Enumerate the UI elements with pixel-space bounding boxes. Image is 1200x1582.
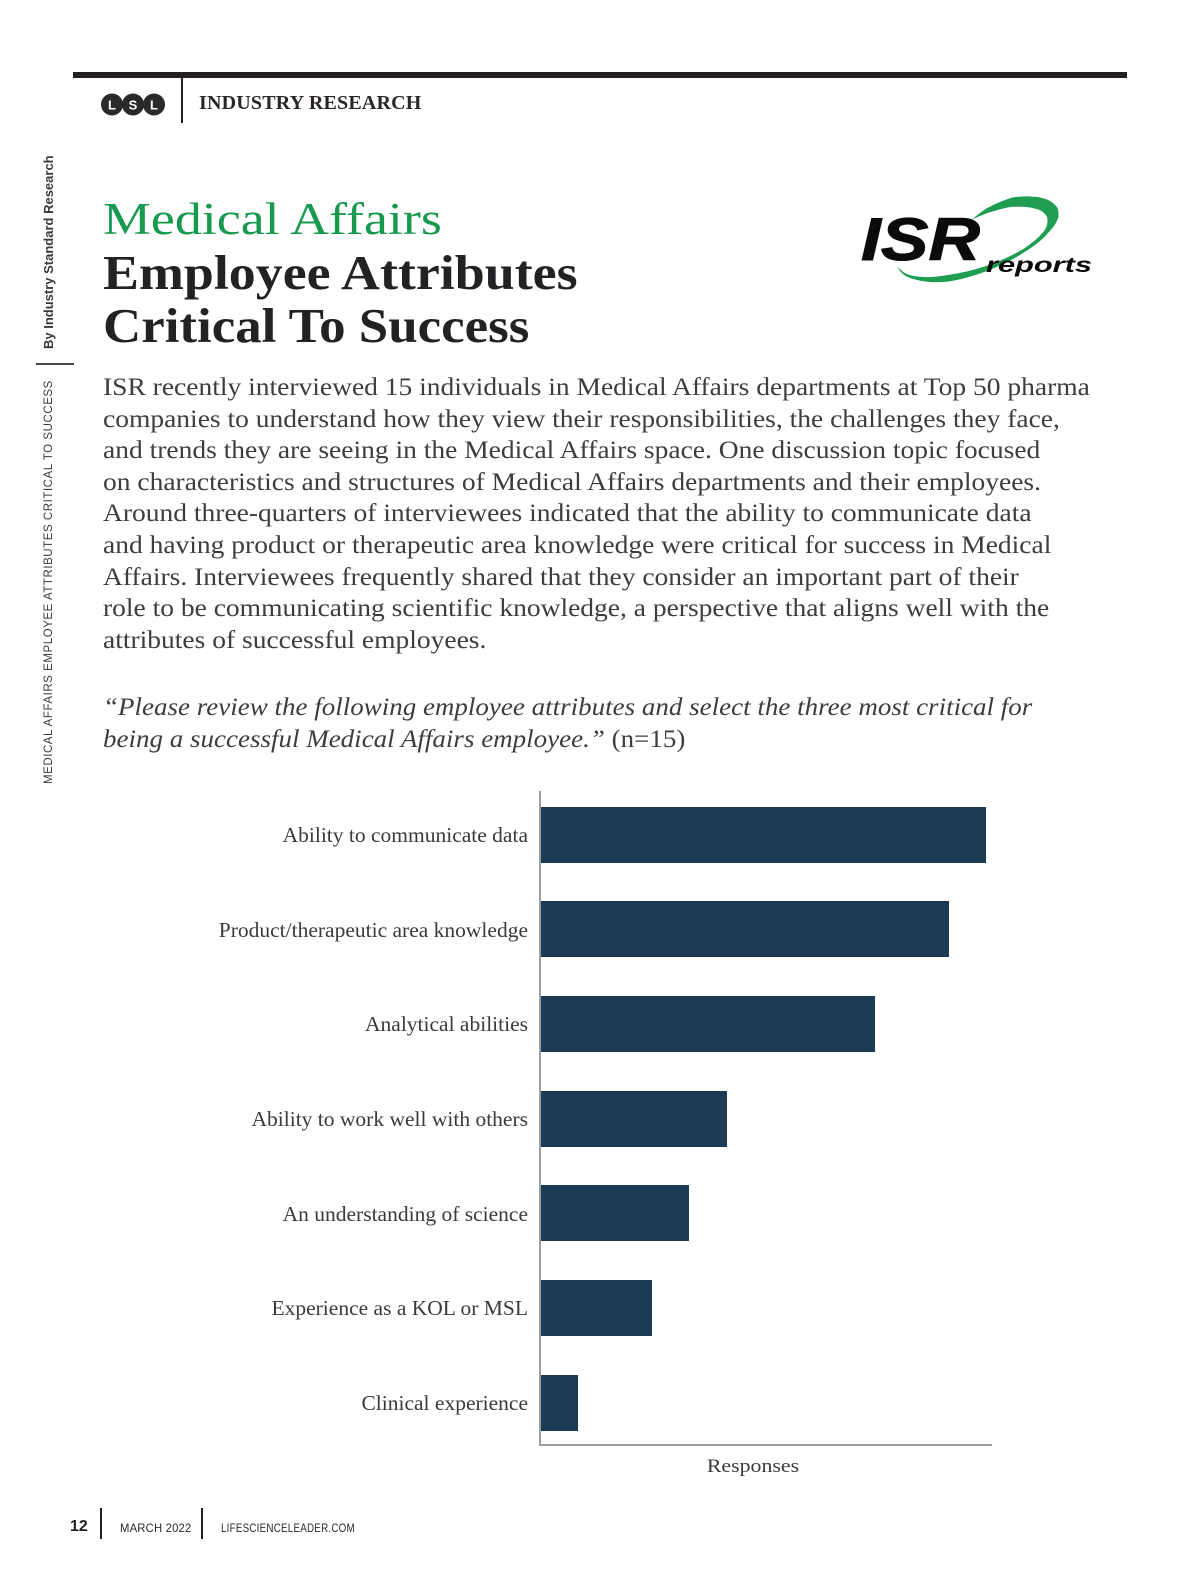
svg-text:reports: reports bbox=[986, 254, 1092, 277]
svg-text:ISR: ISR bbox=[861, 206, 980, 273]
svg-text:L: L bbox=[108, 98, 116, 113]
svg-text:L: L bbox=[150, 98, 158, 113]
svg-text:S: S bbox=[129, 98, 138, 113]
